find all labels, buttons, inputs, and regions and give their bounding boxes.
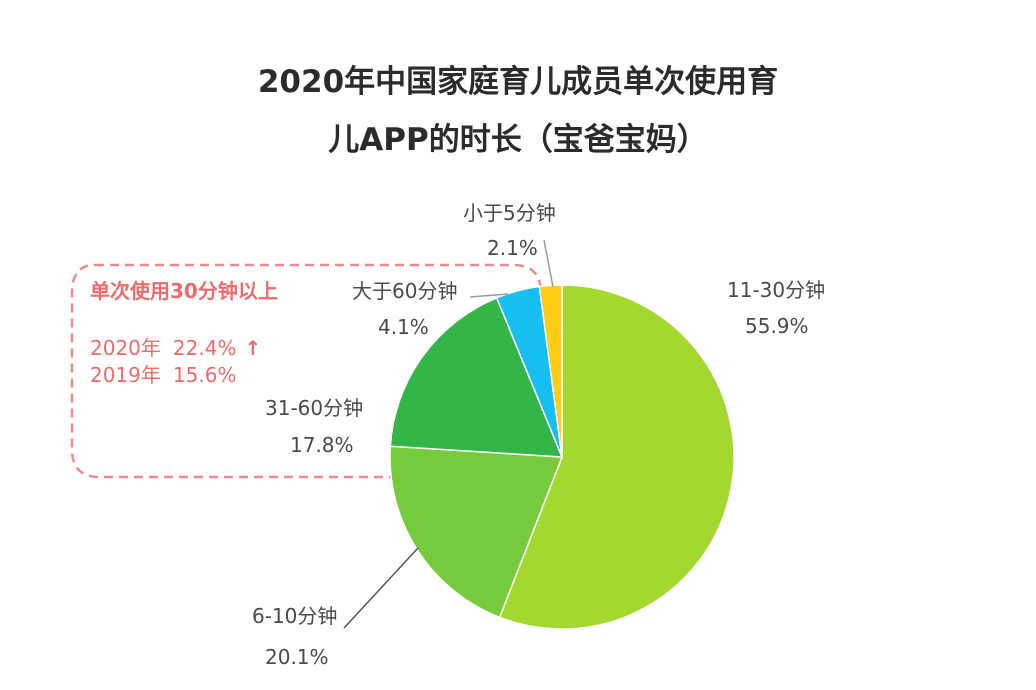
label-lt5-name: 小于5分钟 bbox=[463, 201, 556, 225]
callout-2019-year: 2019年 bbox=[90, 363, 161, 387]
callout-2020: 2020年 22.4% ↑ bbox=[90, 336, 261, 360]
label-11-30-value: 55.9% bbox=[745, 314, 809, 338]
label-gt60-value: 4.1% bbox=[378, 315, 429, 339]
label-6-10-name: 6-10分钟 bbox=[252, 604, 337, 628]
callout-2019-value: 15.6% bbox=[173, 363, 237, 387]
label-31-60-value: 17.8% bbox=[290, 433, 354, 457]
chart-title-line-1: 2020年中国家庭育儿成员单次使用育 bbox=[257, 64, 779, 100]
label-gt60-name: 大于60分钟 bbox=[352, 279, 457, 303]
label-lt5-value: 2.1% bbox=[487, 236, 538, 260]
slice-31-60 bbox=[389, 296, 564, 458]
leader-line-lt5 bbox=[543, 239, 554, 288]
leader-line-gt60 bbox=[469, 293, 509, 298]
label-31-60-name: 31-60分钟 bbox=[265, 396, 363, 420]
callout-title: 单次使用30分钟以上 bbox=[90, 279, 278, 303]
slice-lt5 bbox=[538, 284, 563, 458]
callout-2019: 2019年 15.6% bbox=[90, 363, 236, 387]
up-arrow-icon: ↑ bbox=[244, 336, 261, 360]
callout-2020-value: 22.4% bbox=[173, 336, 237, 360]
leader-line-6-10 bbox=[343, 547, 419, 629]
callout-2020-year: 2020年 bbox=[90, 336, 161, 360]
label-11-30-name: 11-30分钟 bbox=[727, 278, 825, 302]
slice-11-30 bbox=[498, 284, 735, 630]
chart-title-line-2: 儿APP的时长（宝爸宝妈） bbox=[328, 122, 708, 158]
label-6-10-value: 20.1% bbox=[265, 645, 329, 669]
